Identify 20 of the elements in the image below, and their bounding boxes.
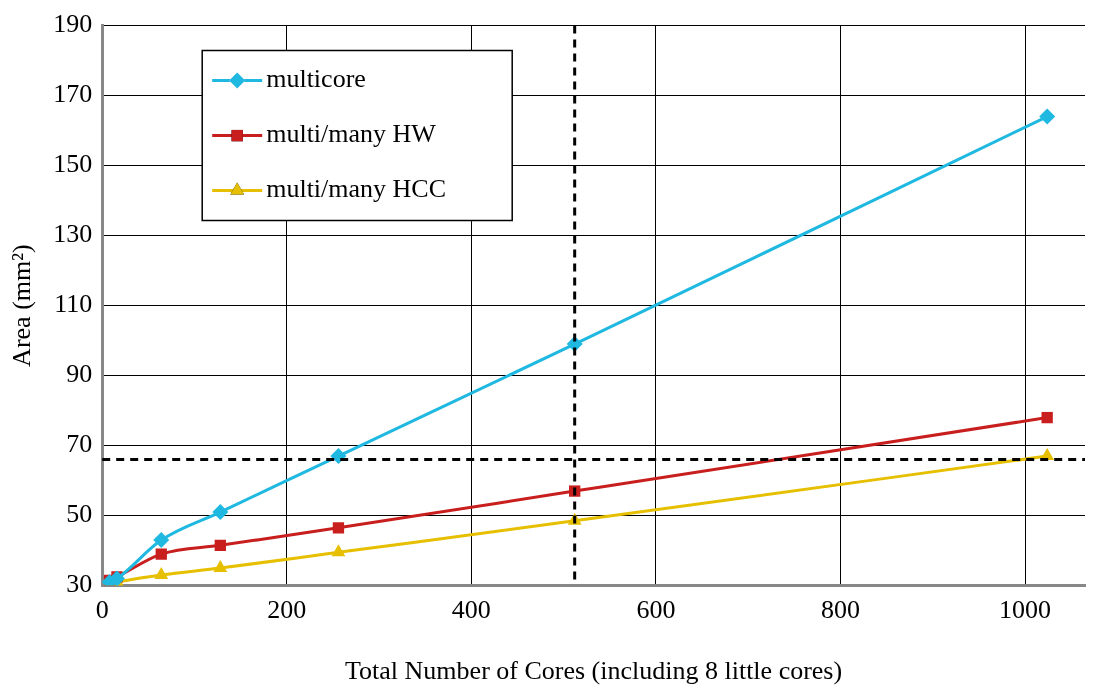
legend-label: multi/many HCC <box>266 174 447 204</box>
y-tick-label: 130 <box>53 219 93 249</box>
legend-label: multi/many HW <box>266 119 437 149</box>
x-tick-label: 600 <box>636 595 676 625</box>
y-tick-label: 170 <box>53 79 93 109</box>
y-axis-title: Area (mm²) <box>7 244 37 367</box>
y-tick-label: 190 <box>53 9 93 39</box>
y-tick-label: 150 <box>53 149 93 179</box>
y-tick-label: 50 <box>66 499 93 529</box>
y-tick-label: 30 <box>66 569 93 599</box>
legend-label: multicore <box>266 64 366 94</box>
x-tick-label: 200 <box>267 595 307 625</box>
x-axis-title: Total Number of Cores (including 8 little cores) <box>345 656 843 686</box>
x-tick-label: 0 <box>95 595 109 625</box>
y-tick-label: 90 <box>66 359 93 389</box>
x-tick-label: 400 <box>451 595 491 625</box>
y-tick-label: 110 <box>54 289 93 319</box>
x-tick-label: 1000 <box>999 595 1052 625</box>
y-tick-label: 70 <box>66 429 93 459</box>
x-tick-label: 800 <box>820 595 860 625</box>
